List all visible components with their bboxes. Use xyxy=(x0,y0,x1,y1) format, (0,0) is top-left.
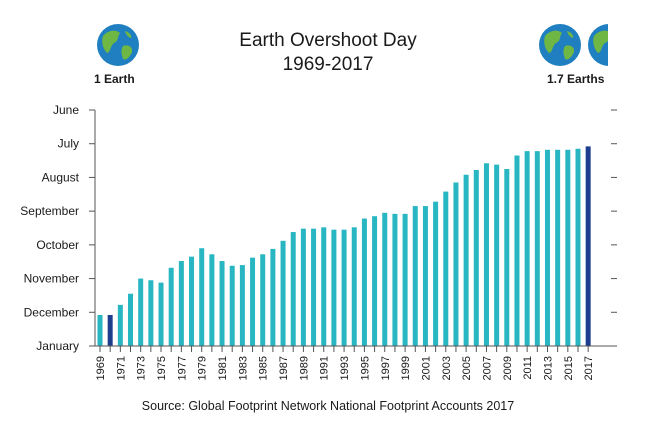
bar-1972 xyxy=(128,293,134,346)
bar-2002 xyxy=(433,201,439,346)
x-tick-label: 1989 xyxy=(298,356,310,380)
x-tick-label: 1973 xyxy=(136,356,148,380)
bar-1991 xyxy=(321,227,327,346)
bar-1974 xyxy=(148,280,154,346)
x-tick-label: 2001 xyxy=(420,356,432,380)
bar-2010 xyxy=(514,155,520,346)
bar-1971 xyxy=(117,304,123,346)
x-tick-label: 1977 xyxy=(176,356,188,380)
bar-1977 xyxy=(178,261,184,346)
y-tick-label: December xyxy=(24,305,79,319)
x-tick-label: 1999 xyxy=(400,356,412,380)
x-tick-label: 1997 xyxy=(380,356,392,380)
bar-1999 xyxy=(402,213,408,346)
chart-subtitle: 1969-2017 xyxy=(282,54,374,75)
globe-right-icon xyxy=(539,24,581,66)
x-tick-label: 2003 xyxy=(441,356,453,380)
bar-1986 xyxy=(270,248,276,346)
x-tick-label: 1969 xyxy=(95,356,107,380)
bar-1970 xyxy=(107,314,113,346)
globe-partial-icon xyxy=(588,24,608,66)
x-tick-label: 1971 xyxy=(115,356,127,380)
x-tick-label: 1987 xyxy=(278,356,290,380)
bar-2017 xyxy=(585,146,591,346)
left-marker-label: 1 Earth xyxy=(94,72,135,86)
bar-1984 xyxy=(250,257,256,346)
bar-2007 xyxy=(483,163,489,346)
x-tick-label: 2017 xyxy=(583,356,595,380)
bar-1969 xyxy=(97,314,103,346)
x-tick-label: 2009 xyxy=(502,356,514,380)
bar-2011 xyxy=(524,151,530,346)
bar-2003 xyxy=(443,191,449,346)
y-tick-label: June xyxy=(53,103,79,117)
bar-1994 xyxy=(351,227,357,346)
x-tick-label: 1993 xyxy=(339,356,351,380)
bar-1995 xyxy=(361,218,367,346)
bar-1979 xyxy=(199,248,205,346)
bar-1978 xyxy=(189,256,195,346)
x-tick-label: 2005 xyxy=(461,356,473,380)
y-tick-label: January xyxy=(36,339,79,353)
bar-1973 xyxy=(138,278,144,346)
y-tick-label: September xyxy=(20,204,79,218)
x-tick-label: 2007 xyxy=(481,356,493,380)
bar-1983 xyxy=(239,265,245,346)
y-tick-label: July xyxy=(58,137,79,151)
y-tick-label: November xyxy=(24,272,79,286)
bar-1989 xyxy=(300,228,306,346)
bar-2000 xyxy=(412,206,418,346)
bar-2004 xyxy=(453,182,459,346)
x-tick-label: 1995 xyxy=(359,356,371,380)
source-note: Source: Global Footprint Network Nationa… xyxy=(141,399,515,413)
bar-2013 xyxy=(544,149,550,346)
x-tick-label: 1983 xyxy=(237,356,249,380)
x-tick-label: 1975 xyxy=(156,356,168,380)
bar-1975 xyxy=(158,282,164,346)
x-tick-label: 2015 xyxy=(563,356,575,380)
y-tick-label: August xyxy=(42,170,80,184)
bar-1997 xyxy=(382,212,388,346)
bar-1996 xyxy=(372,216,378,346)
x-tick-label: 1979 xyxy=(197,356,209,380)
right-marker-label: 1.7 Earths xyxy=(547,72,605,86)
bar-1990 xyxy=(311,228,317,346)
bar-2016 xyxy=(575,148,581,346)
bar-2015 xyxy=(565,149,571,346)
x-tick-label: 1991 xyxy=(319,356,331,380)
y-tick-label: October xyxy=(36,238,79,252)
bar-2008 xyxy=(494,164,500,346)
bar-2012 xyxy=(534,151,540,346)
bar-1993 xyxy=(341,229,347,346)
x-tick-label: 2013 xyxy=(542,356,554,380)
bar-2014 xyxy=(555,149,561,346)
bar-1982 xyxy=(229,265,235,346)
bar-2009 xyxy=(504,169,510,346)
x-tick-label: 2011 xyxy=(522,356,534,380)
x-tick-label: 1981 xyxy=(217,356,229,380)
bar-1981 xyxy=(219,261,225,346)
bar-1980 xyxy=(209,254,215,346)
bar-1992 xyxy=(331,229,337,346)
bar-2006 xyxy=(473,170,479,346)
bar-1988 xyxy=(290,232,296,346)
bar-1976 xyxy=(168,267,174,346)
bar-2005 xyxy=(463,174,469,346)
chart-title: Earth Overshoot Day xyxy=(239,30,417,51)
globe-left-icon xyxy=(97,24,139,66)
bar-1987 xyxy=(280,240,286,346)
bar-2001 xyxy=(422,206,428,346)
x-tick-label: 1985 xyxy=(258,356,270,380)
bar-1998 xyxy=(392,213,398,346)
bar-1985 xyxy=(260,254,266,346)
